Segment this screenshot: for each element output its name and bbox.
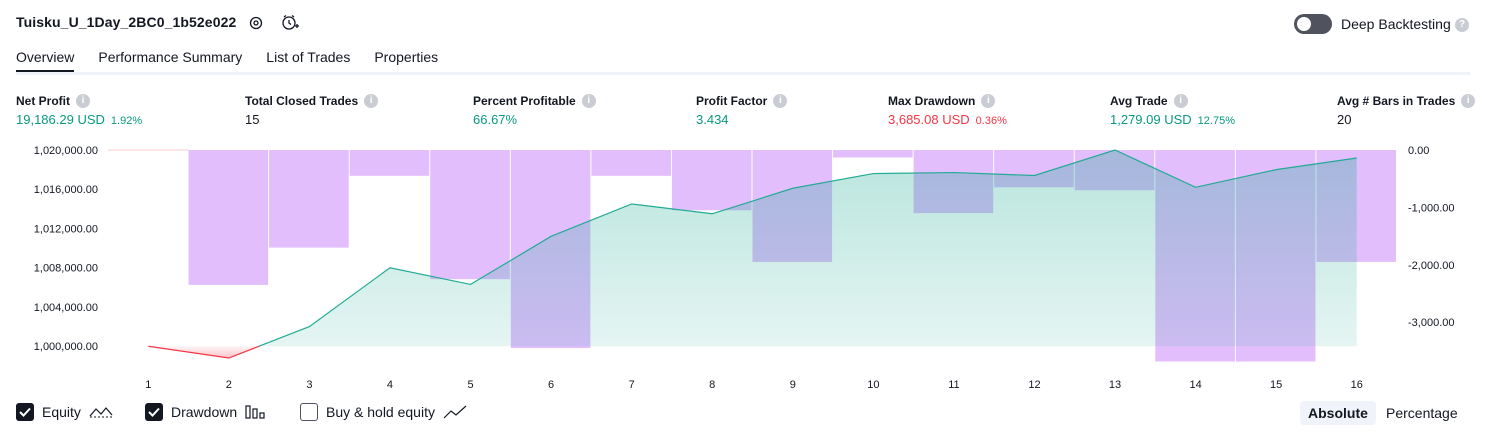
right-axis-tick-label: -1,000.00 bbox=[1408, 202, 1454, 214]
tab-bar: Overview Performance Summary List of Tra… bbox=[16, 49, 438, 73]
absolute-button[interactable]: Absolute bbox=[1300, 401, 1376, 425]
x-axis-tick-label: 13 bbox=[1109, 379, 1121, 391]
drawdown-checkbox[interactable] bbox=[145, 403, 163, 421]
left-axis-tick-label: 1,012,000.00 bbox=[34, 223, 98, 235]
drawdown-bar bbox=[349, 150, 430, 176]
tabs-divider bbox=[16, 72, 1470, 75]
metric-value: 3.434 bbox=[696, 112, 729, 127]
left-axis-tick-label: 1,000,000.00 bbox=[34, 341, 98, 353]
metric-value: 3,685.08 USD bbox=[888, 112, 970, 127]
info-icon[interactable]: i bbox=[364, 94, 379, 108]
metric-percent: 12.75% bbox=[1197, 115, 1235, 127]
toggle-knob bbox=[1297, 17, 1311, 31]
metric-label: Profit Factor bbox=[696, 94, 768, 108]
equity-line-negative bbox=[148, 345, 260, 359]
equity-checkbox[interactable] bbox=[16, 403, 34, 421]
add-alert-icon[interactable] bbox=[280, 13, 300, 33]
x-axis-tick-label: 11 bbox=[948, 379, 959, 391]
drawdown-bar bbox=[671, 150, 752, 211]
deep-backtesting-toggle[interactable] bbox=[1294, 14, 1332, 34]
left-axis-tick-label: 1,016,000.00 bbox=[34, 184, 98, 196]
x-axis-tick-label: 4 bbox=[387, 379, 393, 391]
metric-value: 1,279.09 USD bbox=[1110, 112, 1192, 127]
equity-chart: 1,000,000.00 1,004,000.00 1,008,000.00 1,01… bbox=[34, 145, 1455, 391]
metric-value: 15 bbox=[245, 112, 260, 127]
strategy-title: Tuisku_U_1Day_2BC0_1b52e022 bbox=[16, 14, 237, 30]
info-icon[interactable]: i bbox=[981, 94, 996, 108]
x-axis-tick-label: 6 bbox=[548, 379, 554, 391]
equity-line-positive bbox=[258, 149, 1357, 347]
left-axis-tick-label: 1,008,000.00 bbox=[34, 263, 98, 275]
metric-avg-bars: Avg # Bars in Trades i 20 bbox=[1337, 94, 1476, 127]
drawdown-bar bbox=[269, 150, 349, 248]
x-axis-tick-label: 8 bbox=[709, 379, 715, 391]
drawdown-bars-icon bbox=[245, 405, 265, 419]
tab-performance-summary[interactable]: Performance Summary bbox=[98, 49, 243, 65]
metric-value: 66.67% bbox=[473, 112, 518, 127]
metric-net-profit: Net Profit i 19,186.29 USD 1.92% bbox=[16, 94, 142, 127]
info-icon[interactable]: i bbox=[76, 94, 90, 108]
drawdown-bar bbox=[833, 150, 913, 158]
equity-area bbox=[259, 150, 1357, 347]
x-axis-tick-label: 9 bbox=[790, 379, 796, 391]
metric-total-closed-trades: Total Closed Trades i 15 bbox=[245, 94, 379, 127]
tab-list-of-trades[interactable]: List of Trades bbox=[266, 49, 351, 65]
legend-buy-hold[interactable]: Buy & hold equity bbox=[300, 403, 467, 421]
deep-backtesting-label: Deep Backtesting bbox=[1341, 16, 1451, 32]
x-axis-tick-label: 15 bbox=[1270, 379, 1282, 391]
buy-hold-line-icon bbox=[443, 405, 467, 419]
metric-label: Net Profit bbox=[16, 94, 70, 108]
drawdown-bar bbox=[591, 150, 671, 176]
deep-backtesting-help-icon[interactable]: ? bbox=[1455, 18, 1469, 32]
metric-max-drawdown: Max Drawdown i 3,685.08 USD 0.36% bbox=[888, 94, 1007, 127]
buy-hold-checkbox[interactable] bbox=[300, 403, 318, 421]
metric-avg-trade: Avg Trade i 1,279.09 USD 12.75% bbox=[1110, 94, 1235, 127]
left-axis-tick-label: 1,004,000.00 bbox=[34, 302, 98, 314]
metric-label: Max Drawdown bbox=[888, 94, 976, 108]
metric-percent: 1.92% bbox=[110, 115, 143, 127]
info-icon[interactable]: i bbox=[773, 94, 788, 108]
x-axis-tick-label: 14 bbox=[1189, 379, 1201, 391]
metric-value: 20 bbox=[1337, 112, 1352, 127]
tab-properties[interactable]: Properties bbox=[374, 49, 439, 65]
legend-buy-hold-label: Buy & hold equity bbox=[326, 404, 435, 420]
equity-line-icon bbox=[89, 407, 113, 418]
legend-equity-label: Equity bbox=[42, 404, 81, 420]
x-axis-tick-label: 10 bbox=[867, 379, 879, 391]
settings-icon[interactable] bbox=[246, 13, 266, 33]
drawdown-bar bbox=[188, 150, 269, 285]
x-axis-tick-label: 3 bbox=[306, 379, 312, 391]
right-axis-tick-label: -3,000.00 bbox=[1408, 317, 1454, 329]
info-icon[interactable]: i bbox=[1461, 94, 1476, 108]
x-axis-tick-label: 16 bbox=[1351, 379, 1363, 391]
left-axis-tick-label: 1,020,000.00 bbox=[34, 145, 98, 157]
legend-drawdown[interactable]: Drawdown bbox=[145, 403, 267, 421]
tab-overview[interactable]: Overview bbox=[16, 49, 75, 73]
x-axis-tick-label: 2 bbox=[226, 379, 232, 391]
x-axis-tick-label: 12 bbox=[1028, 379, 1040, 391]
legend-equity[interactable]: Equity bbox=[16, 403, 113, 421]
metric-label: Total Closed Trades bbox=[245, 94, 359, 108]
info-icon[interactable]: i bbox=[1173, 94, 1188, 108]
x-axis-tick-label: 7 bbox=[629, 379, 635, 391]
metric-label: Avg Trade bbox=[1110, 94, 1168, 108]
metric-label: Percent Profitable bbox=[473, 94, 576, 108]
metric-percent-profitable: Percent Profitable i 66.67% bbox=[473, 94, 596, 127]
right-axis-tick-label: 0.00 bbox=[1408, 145, 1429, 157]
metric-value: 19,186.29 USD bbox=[16, 112, 105, 127]
info-icon[interactable]: i bbox=[581, 94, 596, 108]
equity-loss-area bbox=[148, 346, 260, 358]
metric-label: Avg # Bars in Trades bbox=[1337, 94, 1456, 108]
percentage-button[interactable]: Percentage bbox=[1386, 405, 1458, 421]
right-axis-tick-label: -2,000.00 bbox=[1408, 260, 1454, 272]
metric-profit-factor: Profit Factor i 3.434 bbox=[696, 94, 788, 127]
legend-drawdown-label: Drawdown bbox=[171, 404, 238, 420]
metric-percent: 0.36% bbox=[975, 115, 1007, 127]
drawdown-bar bbox=[430, 150, 510, 280]
x-axis-tick-label: 1 bbox=[145, 379, 151, 391]
x-axis-tick-label: 5 bbox=[467, 379, 473, 391]
